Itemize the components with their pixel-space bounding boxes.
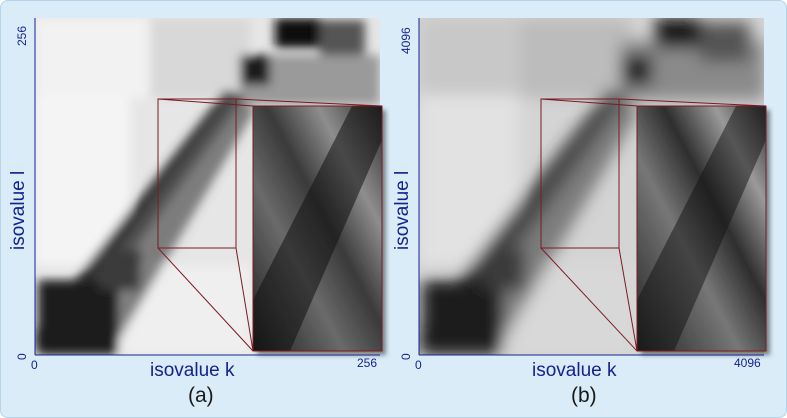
x-max-tick-a: 256: [357, 356, 378, 370]
x-max-tick-b: 4096: [734, 356, 761, 370]
x-axis-title-a: isovalue k: [150, 360, 235, 381]
caption-a: (a): [188, 384, 214, 407]
x-min-tick-b: 0: [415, 358, 422, 372]
x-axis-title-b: isovalue k: [532, 360, 617, 381]
zoom-frustum-b: [540, 98, 767, 352]
axes: [34, 18, 764, 356]
heatmap-b: [419, 18, 764, 355]
y-min-tick-a: 0: [15, 353, 29, 360]
y-max-tick-b: 4096: [399, 27, 413, 54]
y-axis-title-b: isovalue l: [392, 170, 413, 250]
zoom-inset-a: [252, 105, 383, 352]
y-min-tick-b: 0: [399, 353, 413, 360]
zoom-frustum-a: [157, 98, 383, 352]
zoom-inset-b: [636, 105, 767, 352]
y-axis-title-a: isovalue l: [8, 170, 29, 250]
y-max-tick-a: 256: [15, 25, 29, 46]
caption-b: (b): [571, 384, 597, 407]
x-min-tick-a: 0: [31, 358, 38, 372]
heatmap-a: [35, 18, 380, 355]
